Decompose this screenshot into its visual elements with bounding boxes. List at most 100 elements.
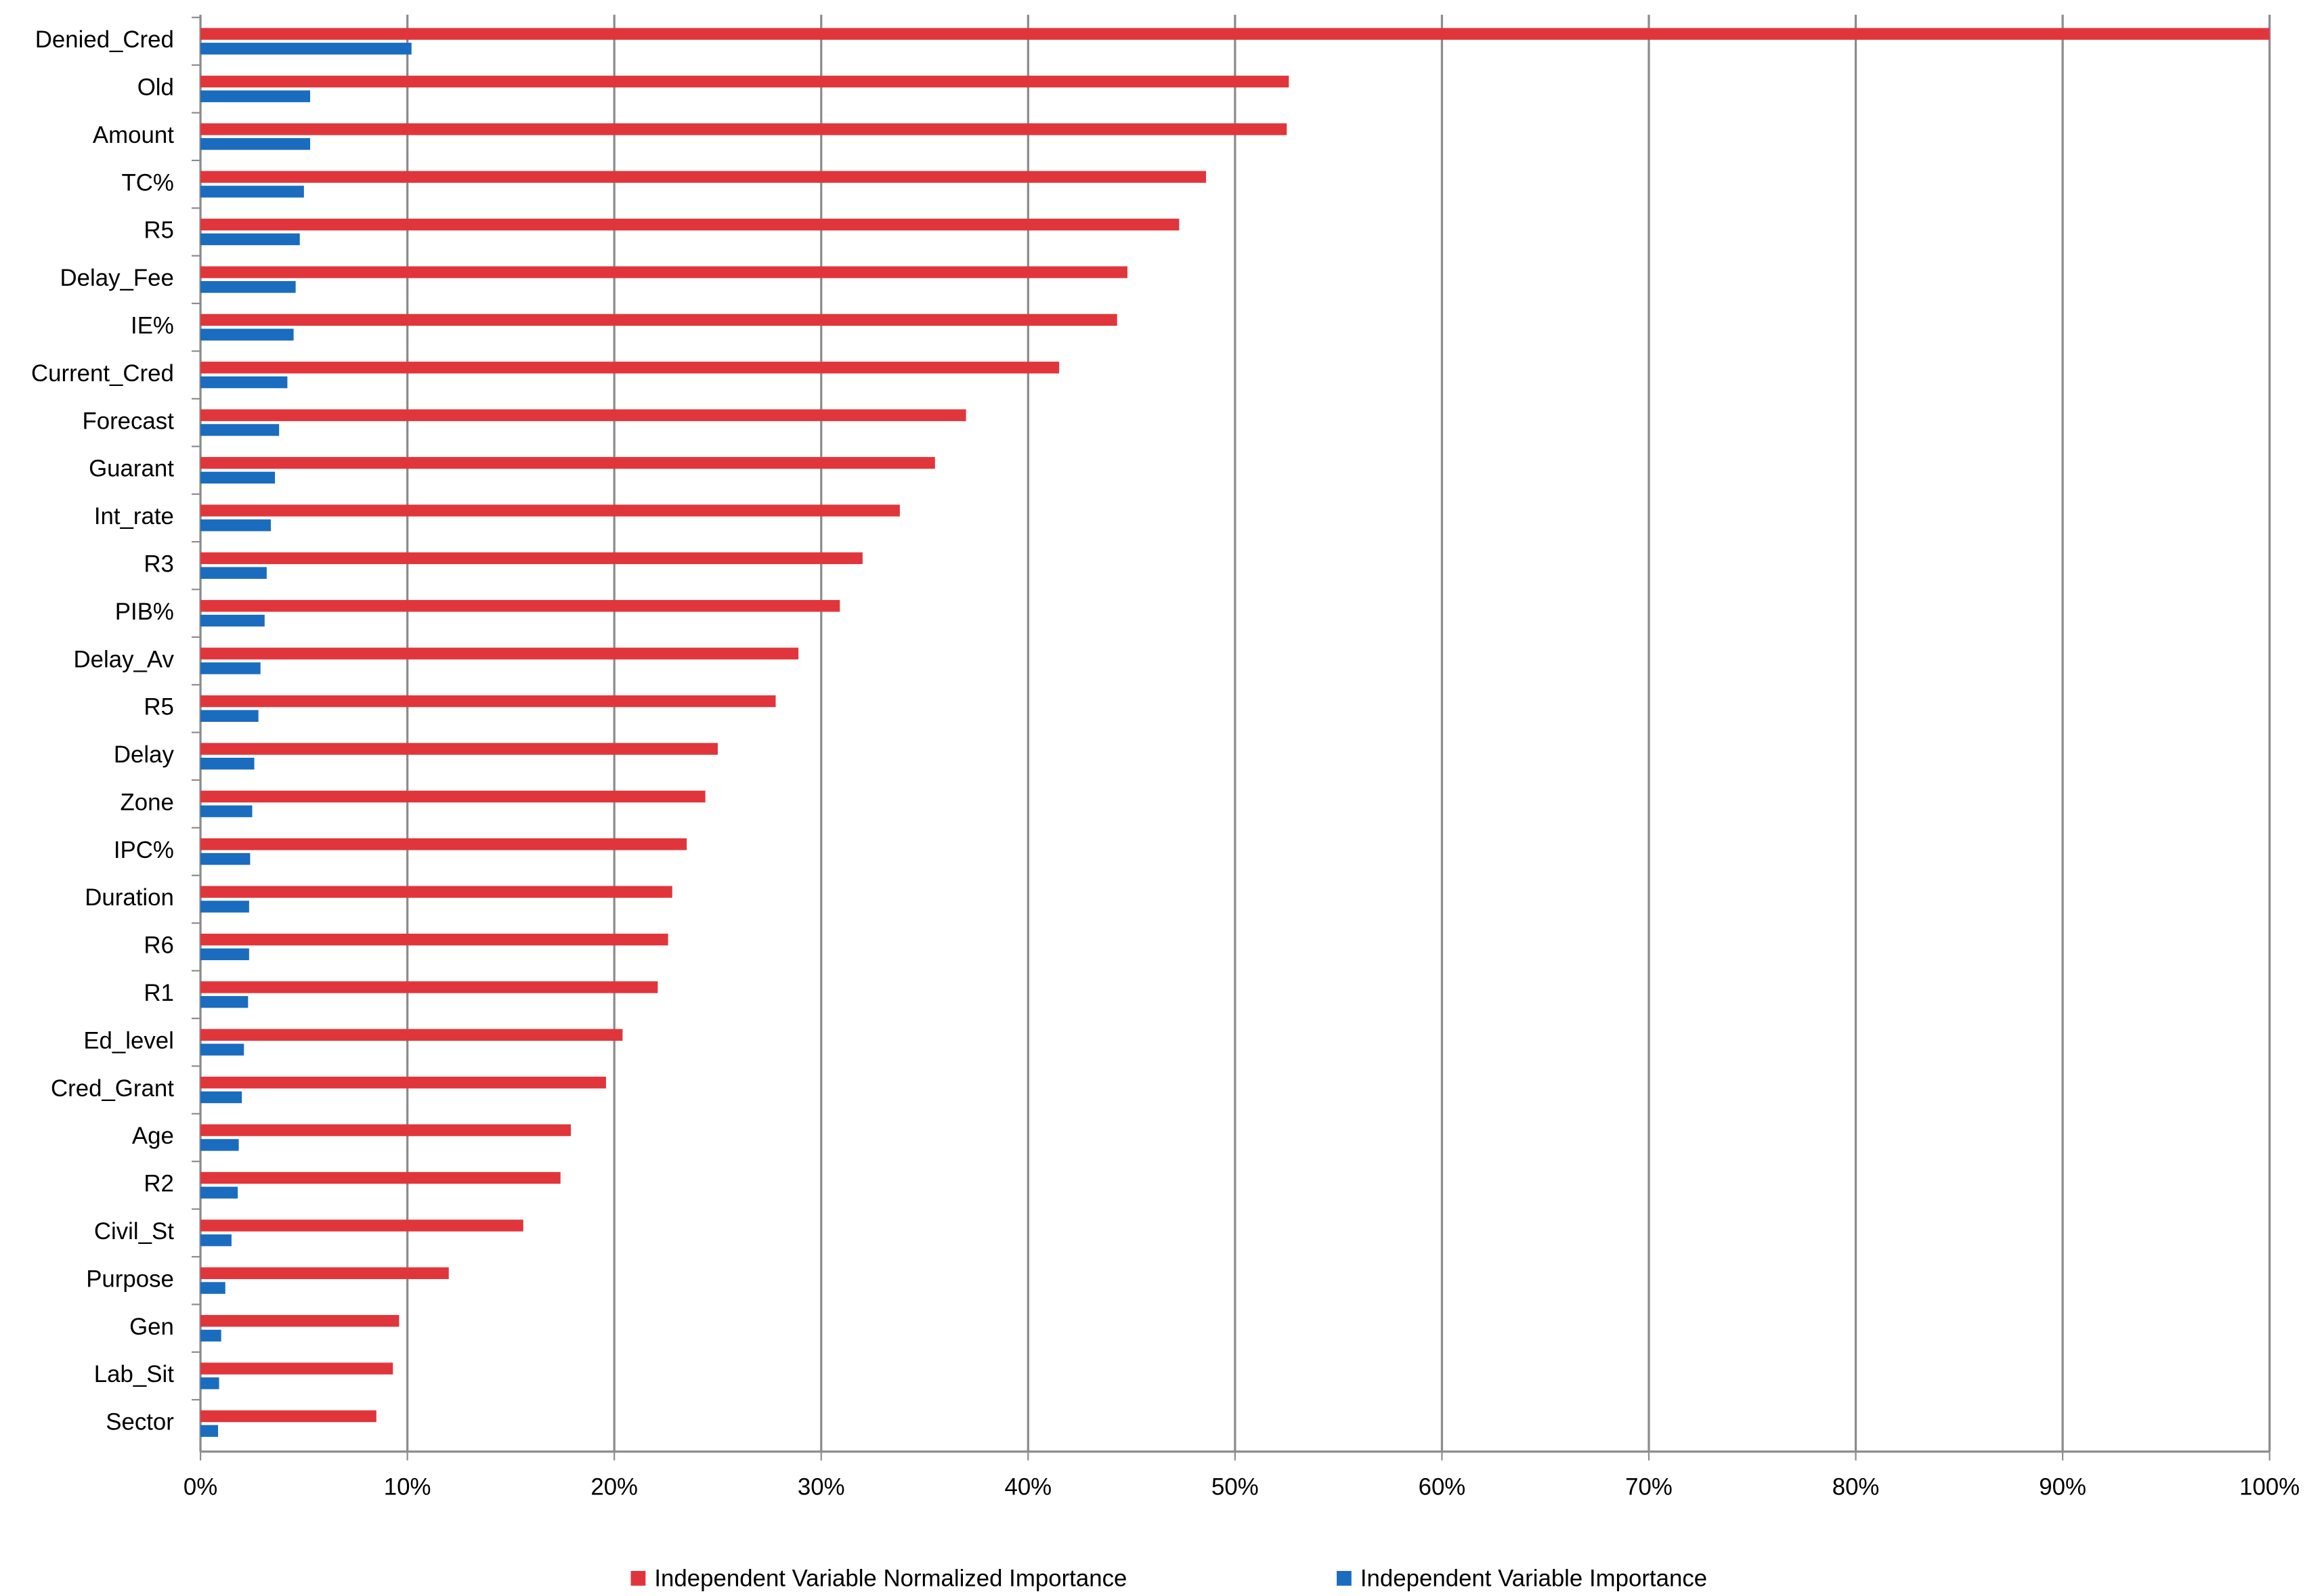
bar (200, 123, 1287, 135)
bar (200, 1267, 449, 1280)
bar (200, 456, 935, 469)
bar (200, 281, 296, 293)
bar (200, 28, 2270, 40)
x-tick-label: 10% (384, 1473, 431, 1500)
bar (200, 409, 966, 421)
y-tick-label: Old (137, 74, 174, 101)
bar (200, 1377, 219, 1389)
bar (200, 853, 251, 865)
bar (200, 1091, 242, 1104)
bar (200, 218, 1180, 231)
bar (200, 552, 863, 565)
bar (200, 1186, 238, 1199)
bar (200, 519, 271, 532)
bar (200, 137, 311, 150)
bar (200, 1329, 221, 1342)
y-tick-label: IE% (131, 313, 174, 339)
legend-swatch (630, 1571, 646, 1586)
y-tick-label: Gen (129, 1314, 174, 1340)
y-tick-label: Zone (121, 789, 174, 815)
bar (200, 710, 259, 722)
bar (200, 1220, 523, 1232)
bar (200, 886, 672, 898)
bar (200, 424, 280, 436)
bar (200, 758, 255, 770)
bar (200, 362, 1060, 374)
y-tick-label: Denied_Cred (35, 26, 174, 53)
x-tick-label: 70% (1625, 1473, 1673, 1500)
y-tick-label: Delay_Fee (60, 265, 174, 291)
bar (200, 805, 253, 817)
bar (200, 471, 276, 484)
x-tick-label: 0% (184, 1473, 217, 1500)
bar (200, 948, 249, 961)
bar (200, 1362, 393, 1375)
y-tick-label: Int_rate (94, 503, 174, 530)
x-tick-label: 90% (2039, 1473, 2086, 1500)
y-tick-label: PIB% (115, 599, 174, 625)
x-tick-label: 40% (1004, 1473, 1052, 1500)
y-tick-label: R6 (144, 932, 174, 959)
y-tick-label: Purpose (86, 1266, 174, 1292)
bar (200, 328, 294, 341)
y-tick-label: Forecast (82, 408, 174, 434)
bar (200, 504, 900, 517)
bar (200, 90, 311, 102)
bar (200, 43, 412, 55)
bar (200, 1124, 572, 1136)
y-tick-label: Duration (85, 884, 174, 911)
bar (200, 933, 668, 946)
bar (200, 1410, 376, 1423)
legend-label: Independent Variable Normalized Importan… (654, 1565, 1127, 1591)
bar (200, 1314, 400, 1327)
bar (200, 1077, 606, 1089)
bar (200, 662, 261, 674)
bar (200, 901, 249, 913)
x-tick-label: 60% (1419, 1473, 1466, 1500)
bar (200, 981, 658, 993)
y-tick-label: Delay_Av (74, 646, 175, 672)
y-tick-label: IPC% (114, 837, 174, 863)
bar (200, 647, 799, 660)
x-tick-label: 20% (590, 1473, 638, 1500)
bar (200, 1029, 623, 1041)
x-tick-label: 50% (1211, 1473, 1259, 1500)
bar (200, 1139, 239, 1151)
bar (200, 567, 267, 579)
bar (200, 1043, 244, 1056)
y-tick-label: Sector (106, 1409, 174, 1436)
bar (200, 790, 706, 803)
y-tick-label: Current_Cred (31, 360, 174, 387)
bar (200, 1425, 219, 1437)
bar (200, 995, 249, 1008)
y-tick-label: Guarant (89, 456, 174, 482)
bar (200, 314, 1117, 326)
bar (200, 1171, 561, 1184)
bar (200, 75, 1289, 88)
y-tick-label: R5 (144, 217, 174, 244)
y-tick-label: Amount (93, 122, 174, 148)
y-tick-label: R5 (144, 694, 174, 720)
bar (200, 695, 776, 708)
legend-swatch (1337, 1571, 1352, 1586)
bar (200, 600, 840, 612)
x-tick-label: 30% (798, 1473, 845, 1500)
y-tick-label: Delay (114, 741, 175, 768)
bar (200, 1234, 232, 1247)
bar (200, 171, 1207, 183)
bar (200, 838, 687, 850)
y-tick-label: Lab_Sit (94, 1361, 174, 1387)
x-tick-label: 80% (1832, 1473, 1880, 1500)
y-tick-label: TC% (122, 169, 174, 196)
legend-label: Independent Variable Importance (1360, 1565, 1707, 1591)
bar (200, 743, 718, 755)
bar (200, 266, 1127, 278)
bar (200, 233, 300, 246)
y-tick-label: R3 (144, 551, 174, 577)
y-tick-label: R2 (144, 1171, 174, 1197)
bar (200, 1282, 225, 1294)
y-tick-label: Civil_St (94, 1218, 174, 1245)
x-tick-label: 100% (2239, 1473, 2300, 1500)
